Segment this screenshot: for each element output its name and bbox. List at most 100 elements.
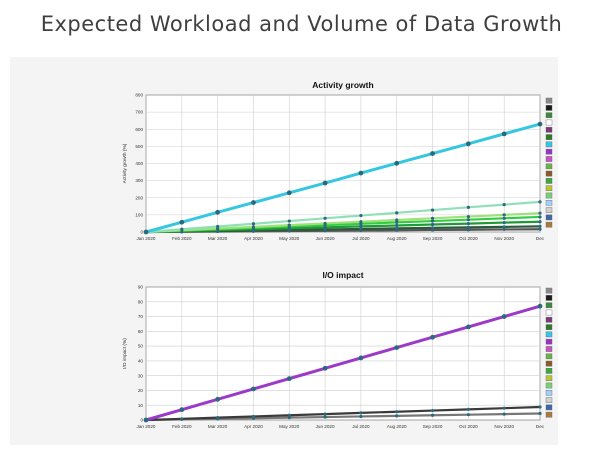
activity-data-point [466,214,470,219]
activity-legend-swatch [545,134,553,140]
io-legend-swatch [545,360,553,367]
io-data-point [179,407,185,413]
activity-data-point [395,226,399,231]
activity-legend-swatch [545,119,553,126]
activity-data-point [538,220,542,224]
io-x-tick-label: Apr 2020 [244,424,263,429]
activity-data-point [538,200,542,204]
io-x-tick-label: Jun 2020 [316,424,335,429]
activity-data-point [286,190,292,196]
activity-legend-swatch [545,112,553,118]
activity-data-point [216,224,220,229]
io-legend-swatch [545,390,553,396]
activity-legend-swatch [545,163,553,170]
activity-data-point [287,219,291,223]
io-data-point [216,416,220,420]
io-legend-swatch [545,302,553,309]
activity-data-point [251,200,256,205]
io-data-point [466,407,470,411]
activity-data-point [251,222,256,226]
activity-x-tick-label: Sep 2020 [423,236,443,241]
activity-legend-swatch [545,141,553,148]
io-x-tick-label: Feb 2020 [172,424,192,429]
io-data-point [251,414,256,419]
io-legend-swatch [545,411,553,418]
activity-data-point [359,224,363,228]
io-data-point [395,410,399,414]
activity-data-point [430,151,435,156]
activity-legend-swatch [545,185,553,192]
io-x-tick-label: Mar 2020 [208,424,228,429]
io-data-point [215,396,221,402]
activity-data-point [466,222,470,226]
io-chart-title: I/O impact [322,270,363,280]
activity-x-tick-label: Jun 2020 [316,236,335,241]
activity-legend-swatch [545,199,553,206]
activity-data-point [395,211,399,215]
activity-x-tick-label: Aug 2020 [387,236,407,241]
io-legend-swatch [545,331,553,338]
activity-series-line [145,212,541,234]
io-data-point [430,413,435,417]
io-data-point [394,345,400,350]
activity-data-point [430,208,435,212]
io-legend-swatch [545,353,553,360]
activity-data-point [466,205,470,209]
activity-data-point [466,218,470,222]
io-y-tick-label: 70 [138,314,144,319]
activity-data-point [359,220,363,224]
activity-data-point [251,225,256,229]
activity-x-tick-label: Dec [536,236,545,241]
activity-legend-swatch [545,148,553,155]
io-data-point [430,408,435,413]
io-legend-swatch [545,324,553,330]
activity-data-point [395,223,399,228]
io-legend-swatch [545,317,553,323]
activity-data-point [287,223,291,227]
activity-y-tick-label: 700 [135,110,143,115]
io-legend-swatch [545,375,553,382]
activity-x-tick-label: Apr 2020 [244,236,263,241]
activity-data-point [322,180,328,186]
activity-series-line [145,200,541,234]
activity-data-point [430,222,435,227]
activity-y-tick-label: 600 [135,127,143,132]
activity-data-point [430,219,435,223]
activity-data-point [502,216,506,220]
activity-legend-swatch [545,178,553,184]
activity-data-point [502,203,506,207]
activity-data-point [430,226,435,230]
activity-data-point [502,225,506,229]
io-legend-swatch [545,338,553,345]
activity-data-point [395,218,399,222]
activity-x-tick-label: Feb 2020 [172,236,192,241]
io-data-point [538,405,542,409]
io-x-tick-label: Jan 2020 [137,424,156,429]
io-data-point [502,406,506,410]
io-y-tick-label: 20 [138,388,144,393]
io-y-tick-label: 90 [138,285,144,290]
activity-data-point [466,228,470,232]
io-legend-swatch [545,404,553,411]
io-y-tick-label: 60 [138,329,144,334]
activity-x-tick-label: Jul 2020 [352,236,370,241]
activity-data-point [323,225,327,229]
io-data-point [359,411,363,415]
activity-y-tick-label: 800 [135,93,143,98]
activity-x-tick-label: May 2020 [279,236,300,241]
activity-data-point [359,213,363,218]
activity-data-point [395,220,399,225]
activity-data-point [538,224,542,228]
activity-y-tick-label: 500 [135,144,143,149]
activity-data-point [501,131,507,137]
io-data-point [358,355,364,361]
activity-data-point [215,209,221,215]
activity-data-point [538,227,542,231]
io-legend-swatch [545,295,553,301]
io-data-point [430,334,435,340]
io-data-point [538,411,542,416]
io-data-point [323,415,327,419]
io-legend-swatch [545,346,553,352]
activity-legend-swatch [545,156,553,162]
